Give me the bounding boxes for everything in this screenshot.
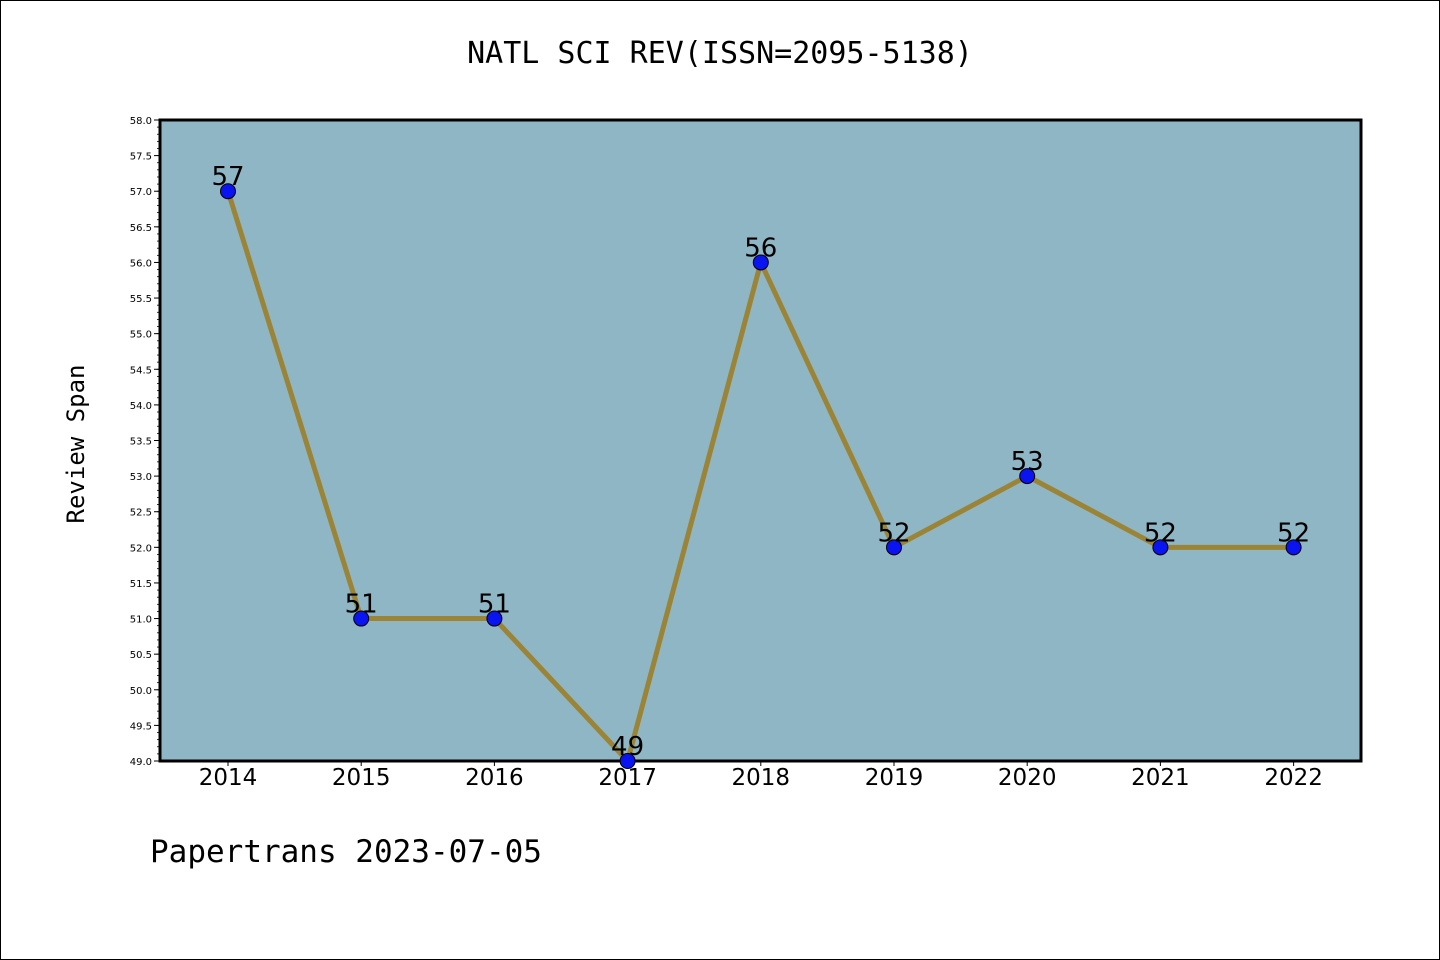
data-label: 56: [744, 233, 777, 263]
y-tick-label: 56.0: [130, 258, 152, 269]
data-point: [752, 254, 769, 271]
data-point: [220, 183, 236, 200]
y-tick-label: 57.0: [130, 187, 152, 198]
y-tick-label: 50.5: [130, 650, 152, 661]
x-tick-label: 2017: [598, 765, 657, 791]
y-tick-label: 51.5: [130, 579, 152, 590]
plot-area: [158, 118, 1363, 763]
x-tick-label: 2022: [1264, 765, 1323, 791]
x-tick-label: 2015: [332, 765, 391, 791]
y-tick-label: 52.5: [130, 508, 152, 519]
y-tick-label: 58.0: [130, 116, 152, 127]
x-tick-label: 2014: [199, 765, 258, 791]
y-tick-label: 54.5: [130, 365, 152, 376]
data-point: [1285, 539, 1302, 556]
y-tick-label: 55.5: [130, 294, 152, 305]
y-tick-label: 57.5: [130, 152, 152, 163]
data-label: 53: [1011, 447, 1044, 477]
data-label: 49: [611, 732, 644, 762]
data-label: 52: [1144, 518, 1177, 548]
data-point: [1019, 468, 1036, 485]
y-tick-label: 51.0: [130, 615, 152, 626]
y-axis-ticks: 49.0 49.5 50.0 50.5 51.0 51.5 52.0 52.5 53.0 53.5…: [130, 116, 160, 768]
x-tick-label: 2018: [732, 765, 791, 791]
x-tick-label: 2020: [998, 765, 1057, 791]
series-markers: [220, 183, 1302, 769]
x-axis-ticks: 2014 2015 2016 2017 2018 2019 2020 2021 2022: [199, 761, 1323, 791]
y-tick-label: 53.0: [130, 472, 152, 483]
y-tick-label: 55.0: [130, 330, 152, 341]
y-tick-label: 54.0: [130, 401, 152, 412]
data-label: 57: [211, 162, 244, 192]
y-tick-label: 52.0: [130, 543, 152, 554]
data-point: [886, 539, 902, 556]
data-point: [1152, 539, 1169, 556]
y-tick-label: 49.0: [130, 757, 152, 768]
footer-credit: Papertrans 2023-07-05: [150, 834, 542, 870]
y-tick-label: 56.5: [130, 223, 152, 234]
data-label: 52: [877, 518, 910, 548]
data-label: 51: [478, 590, 511, 620]
data-point: [619, 753, 636, 769]
data-point: [353, 610, 370, 627]
data-label: 51: [345, 590, 378, 620]
data-label: 52: [1277, 518, 1310, 548]
y-tick-label: 50.0: [130, 686, 152, 697]
x-tick-label: 2021: [1131, 765, 1190, 791]
y-tick-label: 49.5: [130, 721, 152, 732]
x-tick-label: 2019: [865, 765, 924, 791]
data-point: [486, 610, 503, 627]
data-labels: 57 51 51 49 56 52 53 52 52: [211, 162, 1310, 762]
x-tick-label: 2016: [465, 765, 524, 791]
y-tick-label: 53.5: [130, 437, 152, 448]
chart-title: NATL SCI REV(ISSN=2095-5138): [467, 36, 973, 71]
